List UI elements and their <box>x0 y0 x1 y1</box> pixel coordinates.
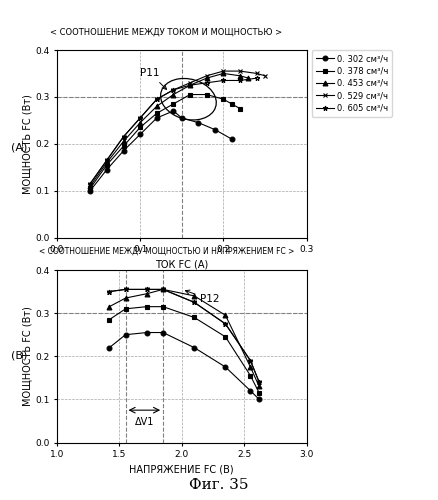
Text: P11: P11 <box>140 68 166 90</box>
Legend: 0. 302 см³/ч, 0. 378 см³/ч, 0. 453 см³/ч, 0. 529 см³/ч, 0. 605 см³/ч: 0. 302 см³/ч, 0. 378 см³/ч, 0. 453 см³/ч… <box>311 50 392 116</box>
Text: (B): (B) <box>11 350 27 360</box>
Text: (A): (A) <box>11 142 27 152</box>
Text: < СООТНОШЕНИЕ МЕЖДУ ТОКОМ И МОЩНОСТЬЮ >: < СООТНОШЕНИЕ МЕЖДУ ТОКОМ И МОЩНОСТЬЮ > <box>50 28 283 37</box>
Text: Фиг. 35: Фиг. 35 <box>189 478 249 492</box>
X-axis label: НАПРЯЖЕНИЕ FC (В): НАПРЯЖЕНИЕ FC (В) <box>130 464 234 474</box>
Text: P12: P12 <box>185 290 220 304</box>
Y-axis label: МОЩНОСТЬ FC (Вт): МОЩНОСТЬ FC (Вт) <box>22 306 32 406</box>
Text: < СООТНОШЕНИЕ МЕЖДУ МОЩНОСТЬЮ И НАПРЯЖЕНИЕМ FC >: < СООТНОШЕНИЕ МЕЖДУ МОЩНОСТЬЮ И НАПРЯЖЕН… <box>39 247 294 256</box>
X-axis label: ТОК FC (A): ТОК FC (A) <box>155 260 208 270</box>
Y-axis label: МОЩНОСТЬ FC (Вт): МОЩНОСТЬ FC (Вт) <box>22 94 32 194</box>
Text: ΔV1: ΔV1 <box>134 418 154 428</box>
